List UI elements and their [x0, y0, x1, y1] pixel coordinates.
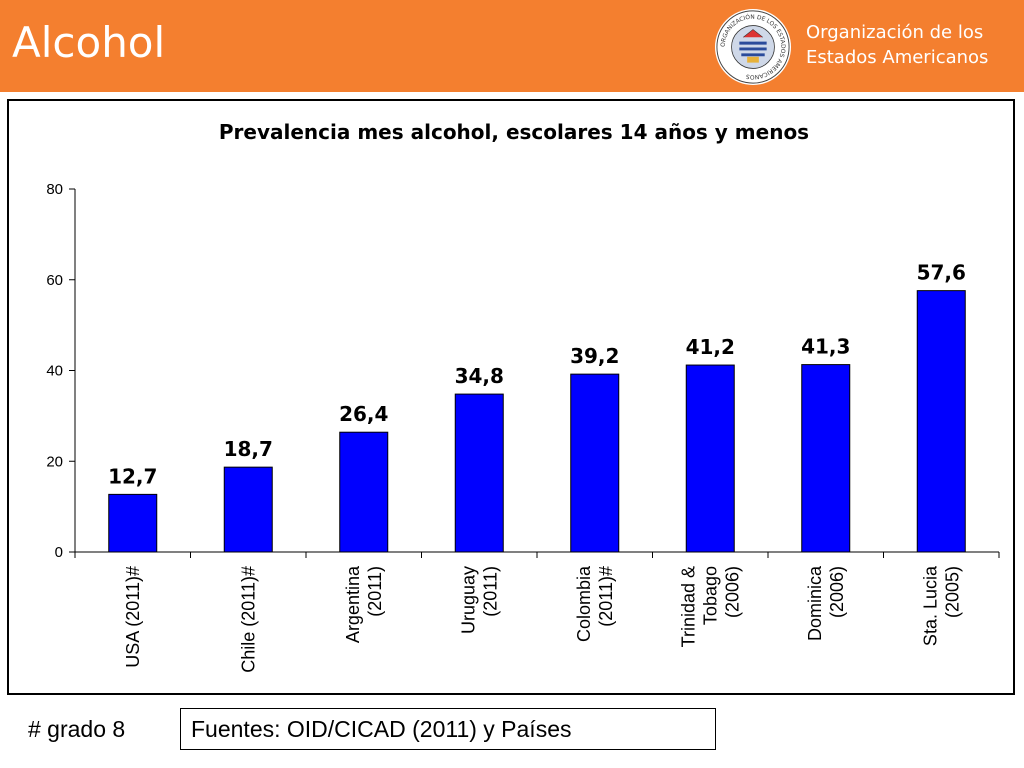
x-category-label: USA (2011)# — [123, 566, 143, 668]
x-category-label: Chile (2011)# — [238, 566, 258, 673]
x-category-label-line: Sta. Lucia — [920, 565, 940, 646]
organization-name-line2: Estados Americanos — [806, 47, 989, 68]
data-label: 34,8 — [455, 364, 504, 388]
x-category-label-line: (2006) — [722, 566, 742, 618]
grade-footnote: # grado 8 — [28, 716, 126, 742]
y-tick-label: 20 — [46, 453, 63, 470]
bar — [339, 431, 389, 553]
data-label: 12,7 — [108, 464, 157, 488]
x-category-label-line: USA (2011)# — [123, 566, 143, 668]
x-category-label-line: (2011)# — [596, 566, 616, 627]
chart-frame: Prevalencia mes alcohol, escolares 14 añ… — [7, 99, 1015, 695]
data-label: 41,2 — [686, 335, 735, 359]
data-label: 41,3 — [801, 335, 850, 359]
y-tick-label: 80 — [46, 181, 63, 198]
x-category-label-line: Trinidad & — [678, 566, 698, 647]
data-label: 39,2 — [570, 344, 619, 368]
bar — [916, 290, 966, 553]
organization-name-line1: Organización de los — [806, 22, 984, 43]
x-category-label-line: Uruguay — [458, 566, 478, 634]
oas-seal-logo: ORGANIZACIÓN DE LOS ESTADOS AMERICANOS — [714, 8, 792, 86]
x-category-label-line: (2006) — [827, 566, 847, 618]
x-category-label: Argentina (2011) — [343, 565, 385, 643]
header-bar: Alcohol ORGANIZACIÓN DE LOS ESTADOS AMER… — [0, 0, 1024, 92]
x-category-label: Uruguay (2011) — [458, 566, 500, 634]
x-category-label-line: Argentina — [343, 565, 363, 643]
bar — [801, 364, 851, 553]
x-category-label: Dominica (2006) — [805, 565, 847, 641]
chart-title: Prevalencia mes alcohol, escolares 14 añ… — [219, 120, 809, 144]
y-tick-label: 0 — [55, 544, 63, 561]
x-category-label-line: Colombia — [574, 565, 594, 642]
x-category-label: Colombia (2011)# — [574, 565, 616, 642]
x-category-label: Trinidad & Tobago (2006) — [678, 566, 742, 647]
x-category-label-line: (2005) — [942, 566, 962, 618]
data-label: 57,6 — [917, 261, 966, 285]
y-tick-label: 40 — [46, 363, 63, 380]
y-tick-label: 60 — [46, 272, 63, 289]
chart-data-labels: 12,7 18,7 26,4 34,8 39,2 41,2 41,3 57,6 — [108, 261, 966, 489]
bar — [454, 393, 504, 553]
chart-bars — [108, 290, 966, 553]
x-category-label-line: Dominica — [805, 565, 825, 641]
data-label: 18,7 — [224, 437, 273, 461]
x-category-label-line: (2011) — [365, 566, 385, 617]
slide-title: Alcohol — [12, 18, 166, 67]
source-note: Fuentes: OID/CICAD (2011) y Países — [180, 708, 716, 750]
bar — [223, 466, 273, 553]
x-category-label-line: Tobago — [700, 566, 720, 625]
bar — [685, 364, 735, 553]
x-category-label-line: (2011) — [480, 566, 500, 617]
chart-axes: 0 20 40 60 80 — [46, 181, 1000, 561]
bar — [108, 493, 158, 553]
bar — [570, 373, 620, 553]
data-label: 26,4 — [339, 402, 388, 426]
bar-chart: Prevalencia mes alcohol, escolares 14 añ… — [46, 120, 1000, 673]
x-category-label: Sta. Lucia (2005) — [920, 565, 962, 646]
organization-name: Organización de los Estados Americanos — [806, 20, 988, 70]
x-category-label-line: Chile (2011)# — [238, 566, 258, 673]
chart-category-labels: USA (2011)# Chile (2011)# Argentina (2011) U… — [123, 565, 963, 673]
